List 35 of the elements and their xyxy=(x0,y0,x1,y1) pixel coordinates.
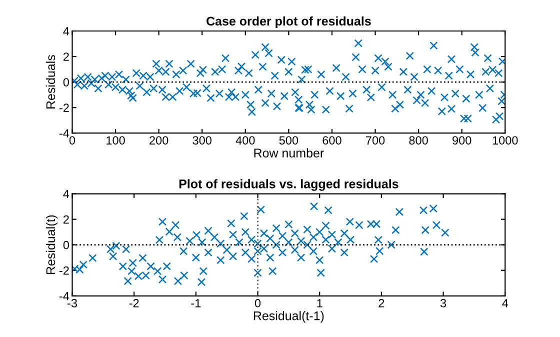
y-tick-label: -2 xyxy=(59,266,69,275)
x-tick-label: -3 xyxy=(68,298,77,308)
x-tick-label: 600 xyxy=(322,136,342,145)
y-tick-label: 2 xyxy=(63,52,69,61)
chart-title: Plot of residuals vs. lagged residuals xyxy=(179,179,398,191)
x-tick-label: 4 xyxy=(502,299,508,308)
y-tick-label: -4 xyxy=(59,129,70,138)
y-tick-label: 0 xyxy=(63,240,69,250)
x-tick-label: 500 xyxy=(279,136,298,145)
x-tick-label: 2 xyxy=(378,298,384,308)
y-tick-label: -2 xyxy=(59,104,69,112)
y-axis-title: Residual(t) xyxy=(46,215,58,274)
y-tick-label: 4 xyxy=(63,190,70,198)
x-tick-label: 700 xyxy=(366,136,385,145)
x-axis-title: Residual(t-1) xyxy=(254,311,324,323)
x-tick-label: 0 xyxy=(69,136,76,145)
x-tick-label: 100 xyxy=(106,136,125,145)
x-axis-title: Row number xyxy=(254,148,324,158)
y-tick-label: 4 xyxy=(63,27,70,36)
x-tick-label: 400 xyxy=(236,136,255,145)
x-tick-label: 200 xyxy=(150,136,168,145)
y-tick-label: 2 xyxy=(63,215,69,224)
x-tick-label: 1 xyxy=(317,299,322,308)
y-axis-title: Residuals xyxy=(46,55,56,108)
y-tick-label: 0 xyxy=(63,78,69,86)
x-tick-label: -2 xyxy=(129,298,139,308)
x-tick-label: 800 xyxy=(409,136,428,145)
x-tick-label: 900 xyxy=(452,136,472,145)
y-tick-label: -4 xyxy=(59,292,70,300)
x-tick-label: 300 xyxy=(192,136,212,145)
x-tick-label: 1000 xyxy=(492,136,518,145)
x-tick-label: 3 xyxy=(440,298,446,308)
chart-title: Case order plot of residuals xyxy=(206,16,371,28)
x-tick-label: -1 xyxy=(191,299,201,308)
x-tick-label: 0 xyxy=(254,298,261,308)
